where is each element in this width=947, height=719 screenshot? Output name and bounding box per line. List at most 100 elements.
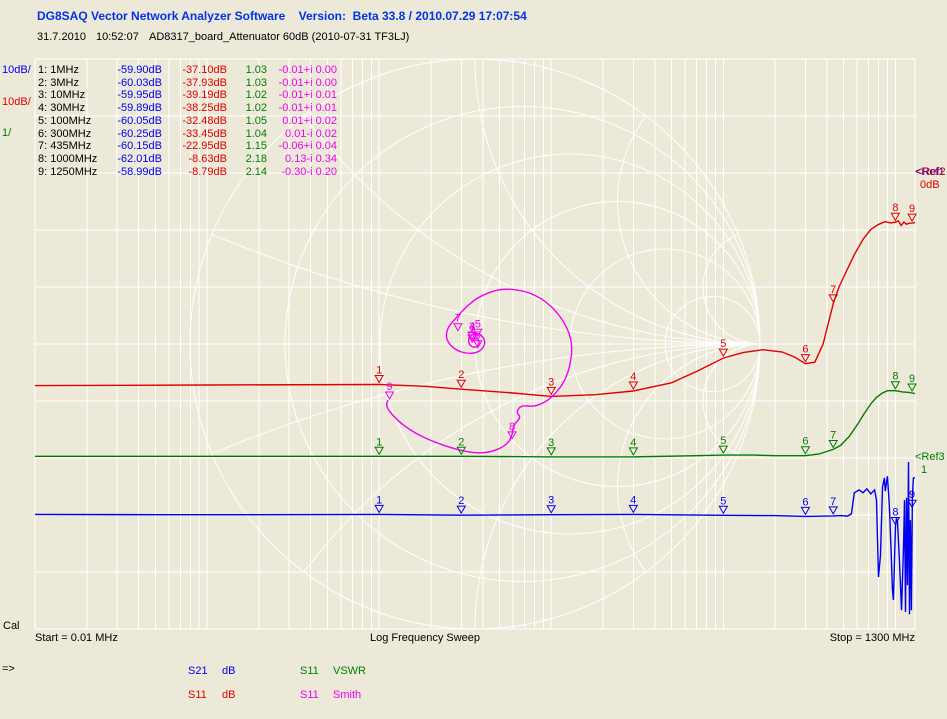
marker-number[interactable]: 5 bbox=[720, 338, 726, 350]
ref2-label[interactable]: <Ref2 bbox=[916, 166, 946, 178]
marker-number[interactable]: 2 bbox=[458, 369, 464, 381]
marker-number[interactable]: 6 bbox=[802, 436, 808, 448]
stop-frequency-label[interactable]: Stop = 1300 MHz bbox=[829, 632, 915, 644]
marker-number[interactable]: 8 bbox=[892, 371, 898, 383]
marker-triangle[interactable] bbox=[828, 439, 839, 449]
start-frequency-label[interactable]: Start = 0.01 MHz bbox=[35, 632, 118, 644]
marker-triangle[interactable] bbox=[628, 447, 639, 456]
marker-triangle[interactable] bbox=[467, 331, 478, 341]
marker-triangle[interactable] bbox=[800, 446, 811, 455]
marker-triangle[interactable] bbox=[384, 391, 395, 401]
marker-triangle[interactable] bbox=[890, 381, 901, 390]
marker-number[interactable]: 3 bbox=[548, 376, 554, 388]
marker-number[interactable]: 7 bbox=[830, 284, 836, 296]
marker-number[interactable]: 1 bbox=[469, 324, 475, 336]
ref3-value[interactable]: 1 bbox=[921, 464, 928, 476]
marker-number[interactable]: 7 bbox=[830, 496, 836, 508]
marker-triangle[interactable] bbox=[456, 446, 467, 456]
marker-number[interactable]: 9 bbox=[909, 489, 915, 501]
marker-number[interactable]: 2 bbox=[469, 324, 475, 336]
marker-number[interactable]: 3 bbox=[548, 495, 554, 507]
marker-triangle[interactable] bbox=[828, 294, 839, 303]
legend-vswr-param[interactable]: S11 bbox=[300, 665, 319, 677]
legend-smith-format[interactable]: Smith bbox=[333, 689, 362, 701]
ref2-value[interactable]: 0dB bbox=[920, 179, 940, 191]
status-arrow: => bbox=[2, 663, 15, 675]
ref3-label[interactable]: <Ref3 bbox=[915, 451, 945, 463]
marker-number[interactable]: 8 bbox=[892, 202, 898, 214]
marker-vswr-cell: 1.15 bbox=[245, 140, 267, 153]
marker-s11-db-cell: -22.95dB bbox=[182, 140, 227, 153]
marker-number[interactable]: 6 bbox=[802, 344, 808, 356]
marker-number[interactable]: 5 bbox=[720, 495, 726, 507]
marker-triangle[interactable] bbox=[907, 499, 917, 509]
sweep-time: 10:52:07 bbox=[96, 31, 139, 43]
marker-number[interactable]: 4 bbox=[630, 371, 636, 383]
marker-triangle[interactable] bbox=[546, 386, 557, 396]
marker-number[interactable]: 6 bbox=[475, 330, 481, 342]
marker-triangle[interactable] bbox=[800, 506, 811, 516]
marker-number[interactable]: 4 bbox=[630, 494, 636, 506]
legend-s21-format[interactable]: dB bbox=[222, 665, 236, 677]
marker-triangle[interactable] bbox=[628, 504, 639, 514]
legend-s11-param[interactable]: S11 bbox=[188, 689, 207, 701]
marker-triangle[interactable] bbox=[507, 431, 517, 440]
marker-triangle[interactable] bbox=[718, 505, 729, 515]
legend-vswr-format[interactable]: VSWR bbox=[333, 665, 366, 677]
marker-number[interactable]: 1 bbox=[376, 364, 382, 376]
marker-triangle[interactable] bbox=[718, 348, 729, 358]
marker-triangle[interactable] bbox=[374, 446, 385, 456]
vswr-scale-label[interactable]: 1/ bbox=[2, 127, 12, 139]
legend-s11-format[interactable]: dB bbox=[222, 689, 236, 701]
marker-number[interactable]: 1 bbox=[376, 494, 382, 506]
sweep-mode-label[interactable]: Log Frequency Sweep bbox=[369, 632, 481, 644]
marker-number[interactable]: 7 bbox=[830, 429, 836, 441]
marker-number[interactable]: 9 bbox=[386, 381, 392, 393]
marker-triangle[interactable] bbox=[907, 213, 917, 223]
legend-smith-param[interactable]: S11 bbox=[300, 689, 319, 701]
marker-number[interactable]: 6 bbox=[802, 496, 808, 508]
marker-smith-cell: 0.01-i 0.02 bbox=[285, 127, 337, 140]
marker-number[interactable]: 5 bbox=[720, 435, 726, 447]
marker-frequency-cell: 8: 1000MHz bbox=[38, 152, 98, 165]
marker-triangle[interactable] bbox=[890, 516, 901, 526]
marker-triangle[interactable] bbox=[907, 383, 917, 393]
marker-s21-db-cell: -62.01dB bbox=[117, 152, 162, 165]
marker-number[interactable]: 9 bbox=[909, 373, 915, 385]
marker-triangle[interactable] bbox=[374, 374, 385, 384]
marker-number[interactable]: 9 bbox=[909, 203, 915, 215]
marker-number[interactable]: 8 bbox=[892, 506, 898, 518]
marker-triangle[interactable] bbox=[456, 379, 467, 389]
marker-vswr-cell: 1.04 bbox=[245, 127, 267, 140]
marker-number[interactable]: 4 bbox=[630, 437, 636, 449]
trace-s11-smith bbox=[385, 288, 573, 454]
marker-number[interactable]: 2 bbox=[458, 495, 464, 507]
marker-triangle[interactable] bbox=[467, 334, 478, 344]
marker-number[interactable]: 3 bbox=[548, 437, 554, 449]
marker-triangle[interactable] bbox=[628, 381, 639, 391]
marker-s21-db-cell: -59.90dB bbox=[117, 64, 162, 76]
ref1-label[interactable]: <Ref1 bbox=[915, 166, 945, 178]
marker-number[interactable]: 3 bbox=[469, 321, 475, 333]
s11-scale-label[interactable]: 10dB/ bbox=[2, 96, 31, 108]
legend-s21-param[interactable]: S21 bbox=[188, 665, 208, 677]
marker-triangle[interactable] bbox=[456, 505, 467, 515]
marker-number[interactable]: 2 bbox=[458, 436, 464, 448]
marker-triangle[interactable] bbox=[828, 506, 839, 515]
marker-triangle[interactable] bbox=[718, 445, 729, 455]
marker-triangle[interactable] bbox=[546, 447, 557, 456]
marker-number[interactable]: 1 bbox=[376, 436, 382, 448]
marker-triangle[interactable] bbox=[374, 504, 385, 514]
marker-number[interactable]: 4 bbox=[469, 321, 475, 333]
marker-number[interactable]: 5 bbox=[475, 318, 481, 330]
s21-scale-label[interactable]: 10dB/ bbox=[2, 64, 31, 76]
marker-triangle[interactable] bbox=[890, 212, 901, 222]
marker-triangle[interactable] bbox=[453, 323, 463, 332]
marker-number[interactable]: 7 bbox=[455, 313, 461, 325]
marker-triangle[interactable] bbox=[546, 505, 557, 514]
marker-triangle[interactable] bbox=[800, 354, 811, 363]
marker-number[interactable]: 8 bbox=[509, 421, 515, 433]
marker-triangle[interactable] bbox=[472, 328, 483, 338]
marker-triangle[interactable] bbox=[472, 340, 483, 349]
